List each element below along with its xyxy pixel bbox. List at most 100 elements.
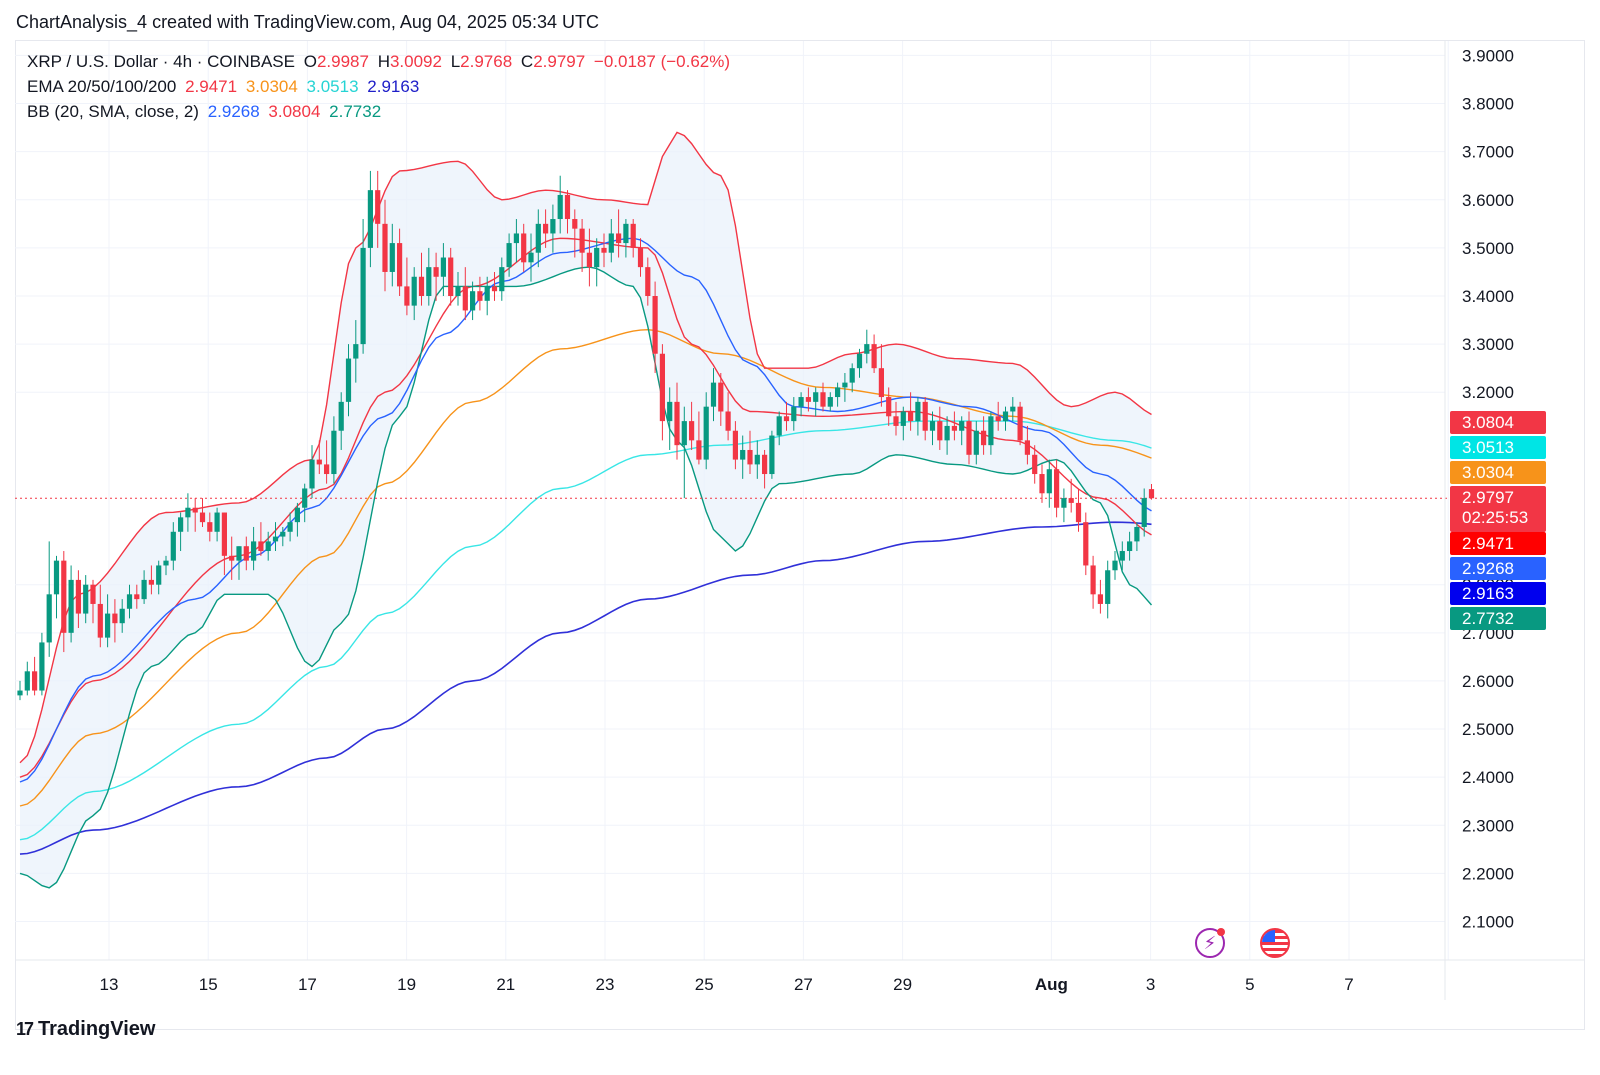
candle-body	[981, 430, 987, 446]
candle-body	[1068, 498, 1074, 503]
candle-body	[645, 267, 651, 297]
candle-body	[192, 507, 198, 513]
ohlc-key-low: L	[450, 52, 461, 71]
bb-upper-line	[19, 131, 1152, 764]
x-tick-label: 3	[1146, 975, 1155, 994]
candle-body	[513, 233, 519, 244]
candle-body	[725, 411, 731, 431]
ohlc-high: 3.0092	[389, 52, 442, 71]
ohlc-open: 2.9987	[316, 52, 369, 71]
candle-body	[338, 401, 344, 431]
y-tick-label: 3.2000	[1462, 383, 1514, 402]
candles	[17, 170, 1155, 701]
tradingview-logo-icon: 17	[16, 1019, 34, 1039]
candle-body	[68, 579, 74, 633]
lightning-icon[interactable]: ⚡	[1195, 928, 1225, 958]
ema50-value: 3.0304	[245, 77, 298, 96]
candle-body	[163, 560, 169, 566]
candle-body	[849, 368, 855, 383]
bar-countdown: 02:25:53	[1462, 508, 1529, 527]
candle-body	[148, 579, 154, 585]
candle-body	[251, 541, 257, 561]
candle-body	[433, 267, 439, 277]
candle-body	[294, 507, 300, 523]
candle-body	[1112, 560, 1118, 571]
x-tick-label: 5	[1245, 975, 1254, 994]
x-tick-label: 17	[298, 975, 317, 994]
candle-body	[820, 392, 826, 407]
candle-body	[944, 425, 950, 441]
x-tick-label: 29	[893, 975, 912, 994]
price-tag-ema100: 3.0513	[1450, 436, 1546, 459]
candle-body	[1017, 406, 1023, 441]
candle-body	[426, 267, 432, 297]
candle-body	[864, 344, 870, 354]
candle-body	[1032, 454, 1038, 475]
candle-body	[404, 286, 410, 306]
candle-body	[630, 223, 636, 248]
notification-dot	[1217, 928, 1225, 936]
candle-body	[440, 257, 446, 277]
candle-body	[835, 387, 841, 398]
x-tick-label: 19	[397, 975, 416, 994]
candle-body	[272, 536, 279, 542]
candle-body	[470, 291, 476, 311]
x-tick-label: 7	[1344, 975, 1353, 994]
price-tag-bb-basis: 2.9268	[1450, 557, 1546, 580]
candle-body	[46, 594, 52, 643]
candle-body	[878, 368, 884, 398]
price-tag-ema200: 2.9163	[1450, 582, 1546, 605]
candle-body	[61, 560, 67, 633]
candle-body	[360, 247, 366, 345]
candle-body	[1148, 489, 1155, 499]
tradingview-logo[interactable]: 17 TradingView	[16, 1018, 155, 1041]
candle-body	[966, 421, 972, 455]
candle-body	[17, 690, 23, 696]
candle-body	[258, 541, 264, 552]
ema100-line	[19, 420, 1152, 841]
candle-body	[564, 194, 571, 220]
candle-body	[455, 286, 461, 297]
candle-body	[1141, 498, 1147, 527]
candle-body	[754, 454, 760, 465]
candle-body	[375, 190, 381, 224]
candle-body	[959, 421, 965, 431]
price-tag-ema20: 2.9471	[1450, 532, 1546, 555]
candle-body	[616, 233, 622, 244]
candle-body	[141, 579, 147, 600]
candle-body	[345, 358, 352, 402]
axes: 2.10002.20002.30002.40002.50002.60002.70…	[15, 41, 1585, 1000]
candle-body	[783, 416, 790, 422]
y-tick-label: 3.6000	[1462, 191, 1514, 210]
us-flag-icon[interactable]	[1260, 928, 1290, 958]
candle-body	[623, 223, 629, 244]
ema200-line	[19, 521, 1152, 855]
close-price: 2.9797	[1462, 488, 1514, 507]
candle-body	[280, 531, 286, 537]
candle-body	[594, 247, 600, 268]
candle-body	[287, 522, 293, 532]
candle-body	[973, 430, 979, 455]
ema100-value: 3.0513	[306, 77, 359, 96]
candle-body	[105, 613, 111, 638]
candle-body	[900, 411, 906, 426]
candle-body	[24, 671, 30, 691]
chart-frame[interactable]	[15, 40, 1585, 1030]
y-tick-label: 3.3000	[1462, 335, 1514, 354]
bb-label: BB (20, SMA, close, 2)	[27, 102, 199, 121]
candle-body	[535, 223, 541, 253]
candle-body	[112, 613, 118, 624]
candle-body	[170, 531, 176, 561]
candle-body	[710, 382, 717, 407]
candle-body	[389, 243, 395, 272]
y-tick-label: 3.8000	[1462, 95, 1514, 114]
candle-body	[418, 276, 425, 297]
candle-body	[550, 219, 556, 234]
candle-body	[696, 440, 702, 460]
candle-body	[718, 382, 724, 412]
candle-body	[367, 190, 373, 248]
candle-body	[491, 286, 498, 292]
candle-body	[1010, 406, 1016, 412]
candle-body	[229, 555, 235, 561]
